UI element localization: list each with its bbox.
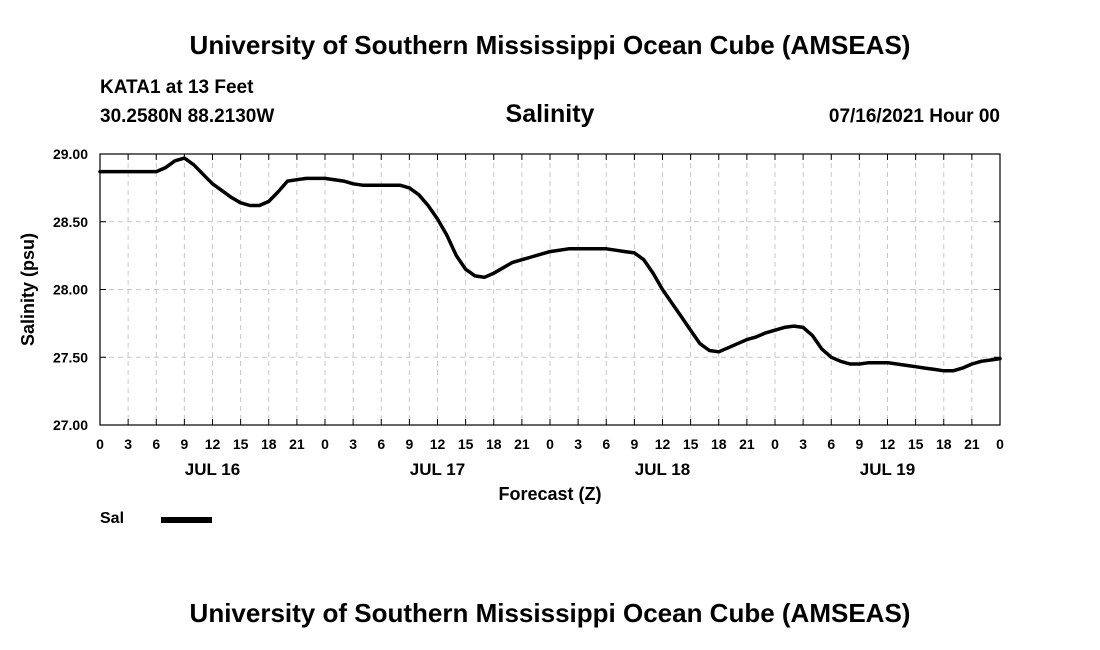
day-label: JUL 19 (860, 460, 915, 479)
x-tick-label: 3 (349, 436, 357, 452)
y-tick-label: 27.50 (53, 349, 88, 365)
x-tick-label: 15 (908, 436, 924, 452)
x-tick-label: 12 (655, 436, 671, 452)
x-tick-label: 3 (124, 436, 132, 452)
x-tick-label: 15 (458, 436, 474, 452)
x-tick-label: 9 (180, 436, 188, 452)
x-axis-label: Forecast (Z) (498, 484, 601, 504)
x-tick-label: 15 (683, 436, 699, 452)
x-tick-label: 0 (996, 436, 1004, 452)
x-tick-label: 9 (630, 436, 638, 452)
y-axis-label: Salinity (psu) (18, 233, 38, 346)
x-tick-label: 18 (486, 436, 502, 452)
x-tick-label: 0 (321, 436, 329, 452)
x-tick-label: 6 (152, 436, 160, 452)
coordinates-label: 30.2580N 88.2130W (100, 106, 275, 127)
x-tick-label: 12 (430, 436, 446, 452)
y-tick-label: 28.50 (53, 214, 88, 230)
chart-title: University of Southern Mississippi Ocean… (189, 30, 911, 60)
x-tick-label: 3 (574, 436, 582, 452)
x-tick-label: 18 (261, 436, 277, 452)
x-tick-label: 3 (799, 436, 807, 452)
day-label: JUL 16 (185, 460, 240, 479)
x-tick-label: 0 (771, 436, 779, 452)
x-tick-label: 9 (405, 436, 413, 452)
series-line-sal (98, 156, 1002, 373)
day-label: JUL 18 (635, 460, 690, 479)
x-tick-label: 12 (205, 436, 221, 452)
legend-line-swatch (161, 517, 212, 523)
x-tick-label: 0 (546, 436, 554, 452)
x-tick-label: 18 (711, 436, 727, 452)
footer-title: University of Southern Mississippi Ocean… (189, 598, 911, 628)
x-tick-label: 21 (739, 436, 755, 452)
x-tick-label: 6 (602, 436, 610, 452)
x-tick-label: 21 (289, 436, 305, 452)
x-tick-label: 12 (880, 436, 896, 452)
x-tick-label: 15 (233, 436, 249, 452)
y-tick-label: 29.00 (53, 146, 88, 162)
x-tick-label: 6 (827, 436, 835, 452)
x-tick-label: 0 (96, 436, 104, 452)
legend-label: Sal (100, 510, 125, 527)
x-tick-label: 21 (514, 436, 530, 452)
variable-title: Salinity (505, 100, 595, 128)
x-tick-label: 21 (964, 436, 980, 452)
y-tick-label: 27.00 (53, 417, 88, 433)
y-tick-label: 28.00 (53, 282, 88, 298)
x-tick-label: 18 (936, 436, 952, 452)
day-label: JUL 17 (410, 460, 465, 479)
x-tick-label: 6 (377, 436, 385, 452)
datetime-label: 07/16/2021 Hour 00 (828, 106, 1000, 127)
station-label: KATA1 at 13 Feet (100, 77, 254, 98)
x-tick-label: 9 (855, 436, 863, 452)
